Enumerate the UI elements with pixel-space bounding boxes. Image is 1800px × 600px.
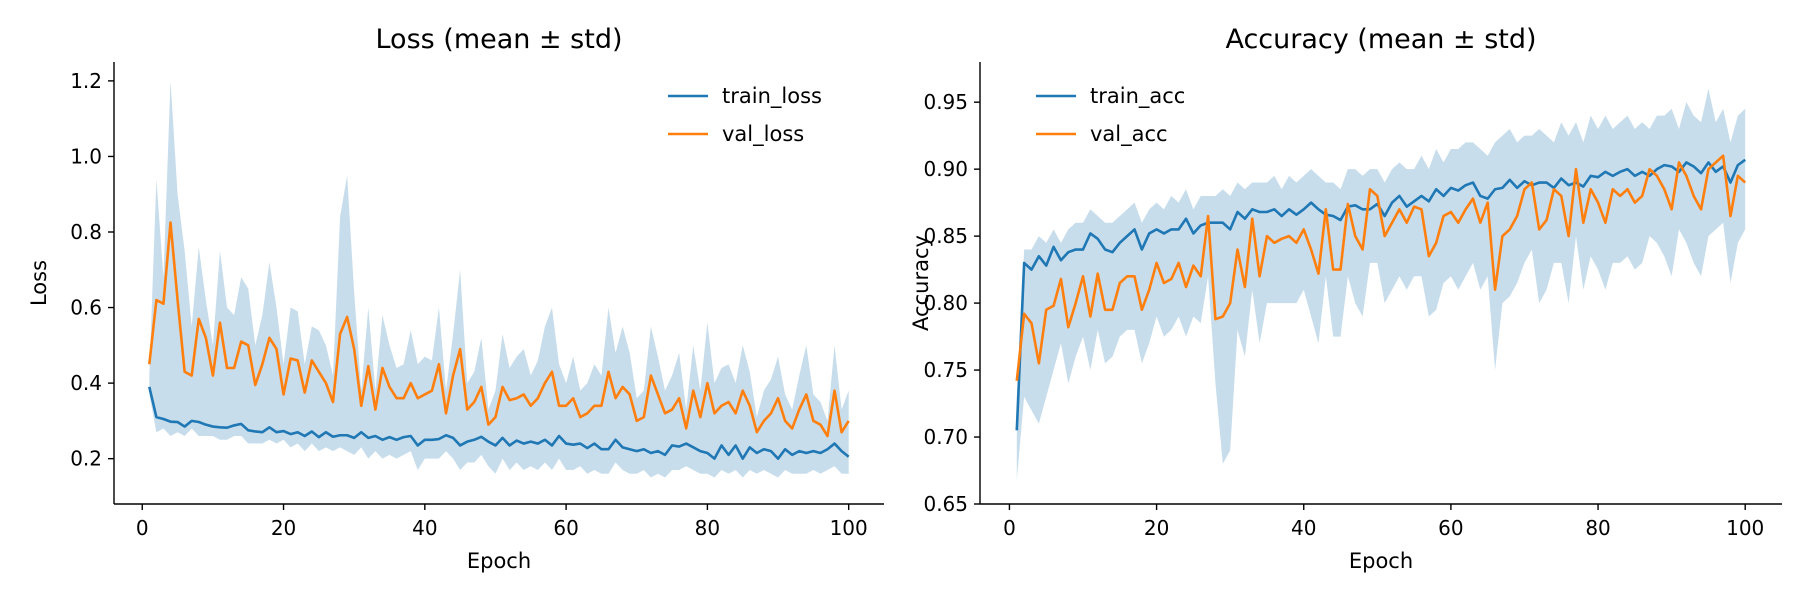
loss-chart-title: Loss (mean ± std) <box>375 24 622 55</box>
loss-x-tick-label: 80 <box>695 516 720 540</box>
accuracy-y-tick-label: 0.85 <box>923 224 968 248</box>
accuracy-plot-area: 0 20 40 60 80 100 0.65 0.70 0.75 0.80 0.85 0.90 0.95… <box>923 62 1782 540</box>
accuracy-y-axis-label: Accuracy <box>909 235 933 331</box>
accuracy-y-tick-label: 0.75 <box>923 358 968 382</box>
accuracy-x-axis-label: Epoch <box>1349 549 1413 573</box>
loss-y-tick-label: 1.0 <box>70 144 102 168</box>
accuracy-std-band <box>1016 88 1746 480</box>
accuracy-chart-title: Accuracy (mean ± std) <box>1225 24 1536 55</box>
loss-y-tick-label: 0.8 <box>70 220 102 244</box>
loss-x-tick-label: 0 <box>136 516 149 540</box>
loss-y-axis-label: Loss <box>27 260 51 306</box>
accuracy-x-tick-label: 80 <box>1585 516 1610 540</box>
accuracy-y-tick-label: 0.70 <box>923 425 968 449</box>
accuracy-x-tick-label: 100 <box>1726 516 1764 540</box>
loss-plot-area: 0 20 40 60 80 100 0.2 0.4 0.6 0.8 1.0 1.2 train_loss… <box>70 62 884 540</box>
accuracy-panel: Accuracy (mean ± std) 0 20 40 60 80 100 0.65 0.… <box>909 24 1782 573</box>
loss-y-tick-label: 0.4 <box>70 371 102 395</box>
accuracy-y-tick-label: 0.95 <box>923 90 968 114</box>
loss-x-tick-label: 20 <box>271 516 296 540</box>
loss-legend-label-val-loss: val_loss <box>722 122 804 147</box>
accuracy-x-tick-label: 0 <box>1003 516 1016 540</box>
accuracy-x-tick-label: 40 <box>1291 516 1316 540</box>
loss-x-tick-label: 60 <box>553 516 578 540</box>
loss-x-tick-label: 100 <box>830 516 868 540</box>
accuracy-series-val-acc <box>1015 154 1747 381</box>
accuracy-x-tick-label: 60 <box>1438 516 1463 540</box>
loss-series-train-loss <box>148 386 850 460</box>
accuracy-legend-label-val-acc: val_acc <box>1090 122 1168 147</box>
accuracy-legend-label-train-acc: train_acc <box>1090 84 1185 109</box>
loss-y-tick-label: 0.2 <box>70 447 102 471</box>
accuracy-y-tick-label: 0.80 <box>923 291 968 315</box>
loss-x-tick-label: 40 <box>412 516 437 540</box>
loss-y-tick-label: 0.6 <box>70 296 102 320</box>
accuracy-x-tick-label: 20 <box>1144 516 1169 540</box>
accuracy-y-tick-label: 0.90 <box>923 157 968 181</box>
accuracy-y-tick-label: 0.65 <box>923 492 968 516</box>
loss-y-tick-label: 1.2 <box>70 69 102 93</box>
loss-x-axis-label: Epoch <box>467 549 531 573</box>
loss-legend-label-train-loss: train_loss <box>722 84 822 109</box>
loss-series-val-loss <box>148 221 850 438</box>
loss-panel: Loss (mean ± std) 0 20 40 60 80 1000.20.40.60… <box>27 24 884 573</box>
